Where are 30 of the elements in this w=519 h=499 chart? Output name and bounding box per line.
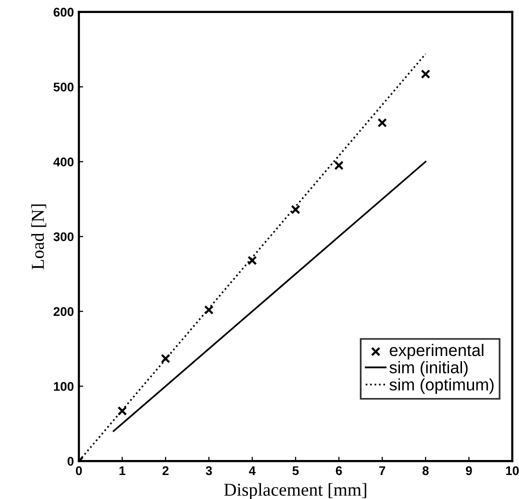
x-tick-label: 6: [336, 466, 342, 476]
legend-label: sim (optimum): [389, 378, 494, 394]
y-axis-title: Load [N]: [31, 204, 46, 270]
legend-label: experimental: [390, 344, 484, 360]
y-tick-label: 0: [68, 456, 74, 466]
y-tick-label: 500: [54, 82, 74, 92]
y-tick-label: 200: [54, 307, 74, 316]
point: [290, 204, 300, 214]
point: [118, 406, 127, 416]
legend-label: sim (initial): [389, 361, 468, 377]
point: [204, 305, 214, 315]
x-tick-label: 5: [292, 466, 299, 476]
x-tick-label: 1: [120, 466, 126, 475]
y-tick-label: 300: [53, 232, 74, 242]
point: [248, 256, 257, 266]
x-tick-label: 10: [506, 466, 519, 476]
y-tick-label: 100: [54, 382, 74, 391]
point: [160, 354, 170, 364]
y-tick-label: 400: [53, 157, 74, 166]
x-tick-label: 7: [379, 466, 386, 475]
point: [420, 69, 430, 79]
point: [378, 118, 387, 128]
x-tick-label: 2: [162, 466, 169, 475]
x-tick-label: 3: [206, 466, 212, 476]
x-tick-label: 0: [76, 466, 82, 476]
y-tick-label: 600: [54, 8, 74, 17]
x-tick-label: 9: [466, 466, 472, 476]
x-tick-label: 8: [422, 466, 429, 476]
x-tick-label: 4: [248, 466, 256, 475]
point: [334, 160, 344, 170]
